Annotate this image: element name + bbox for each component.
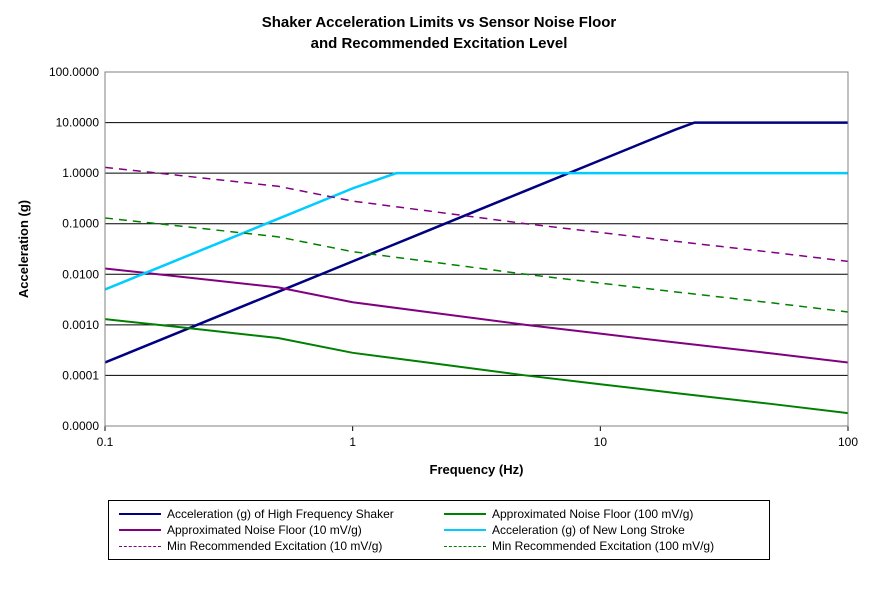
chart-svg: 0.0000 0.0001 0.0010 0.0100 0.1000 1.0000 10.0…	[10, 62, 868, 482]
svg-text:0.0001: 0.0001	[62, 368, 99, 382]
plot-outer: 0.0000 0.0001 0.0010 0.0100 0.1000 1.0000 10.0…	[10, 62, 868, 482]
legend-swatch	[119, 513, 161, 515]
chart-title-line1: Shaker Acceleration Limits vs Sensor Noi…	[10, 14, 868, 31]
legend-swatch	[444, 529, 486, 531]
legend-swatch	[444, 513, 486, 515]
svg-text:0.0000: 0.0000	[62, 419, 99, 433]
legend-label: Min Recommended Excitation (100 mV/g)	[492, 539, 714, 553]
svg-text:100.0000: 100.0000	[49, 65, 99, 79]
svg-text:Frequency (Hz): Frequency (Hz)	[430, 462, 524, 477]
legend-swatch	[119, 546, 161, 547]
legend-label: Acceleration (g) of New Long Stroke	[492, 523, 685, 537]
legend-item: Approximated Noise Floor (100 mV/g)	[444, 507, 759, 521]
legend-item: Approximated Noise Floor (10 mV/g)	[119, 523, 434, 537]
legend-item: Min Recommended Excitation (10 mV/g)	[119, 539, 434, 553]
legend-item: Acceleration (g) of New Long Stroke	[444, 523, 759, 537]
legend: Acceleration (g) of High Frequency Shake…	[108, 500, 770, 560]
legend-swatch	[119, 529, 161, 531]
svg-text:0.0100: 0.0100	[62, 267, 99, 281]
svg-text:0.0010: 0.0010	[62, 318, 99, 332]
svg-text:1.0000: 1.0000	[62, 166, 99, 180]
svg-text:0.1000: 0.1000	[62, 217, 99, 231]
legend-item: Acceleration (g) of High Frequency Shake…	[119, 507, 434, 521]
svg-text:0.1: 0.1	[97, 435, 114, 449]
legend-label: Acceleration (g) of High Frequency Shake…	[167, 507, 394, 521]
legend-label: Approximated Noise Floor (100 mV/g)	[492, 507, 693, 521]
svg-text:10.0000: 10.0000	[56, 116, 100, 130]
svg-text:10: 10	[594, 435, 608, 449]
svg-text:100: 100	[838, 435, 858, 449]
legend-swatch	[444, 546, 486, 547]
svg-text:1: 1	[349, 435, 356, 449]
legend-label: Approximated Noise Floor (10 mV/g)	[167, 523, 362, 537]
legend-item: Min Recommended Excitation (100 mV/g)	[444, 539, 759, 553]
chart-title-line2: and Recommended Excitation Level	[10, 35, 868, 52]
legend-label: Min Recommended Excitation (10 mV/g)	[167, 539, 382, 553]
svg-text:Acceleration (g): Acceleration (g)	[16, 200, 31, 298]
chart-wrap: Shaker Acceleration Limits vs Sensor Noi…	[10, 14, 868, 560]
